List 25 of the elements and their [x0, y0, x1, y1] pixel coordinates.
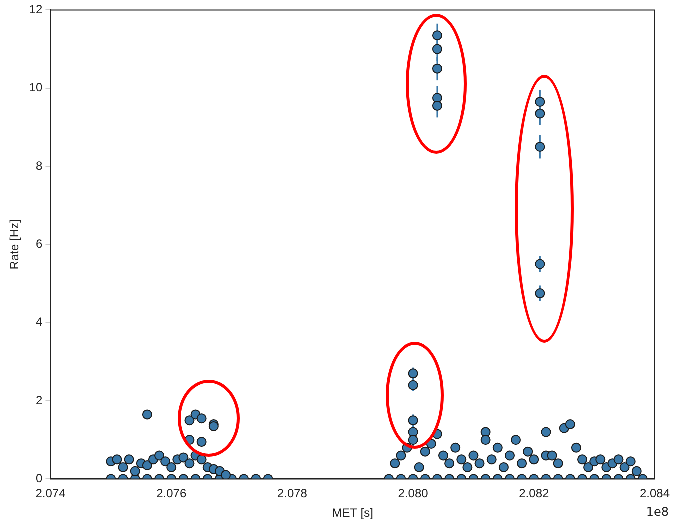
- point: [535, 97, 546, 108]
- point: [535, 108, 546, 119]
- y-tick-label: 12: [29, 2, 44, 17]
- y-tick-label: 10: [29, 80, 44, 95]
- y-axis-title: Rate [Hz]: [8, 220, 22, 270]
- x-tick-label: 2.074: [36, 486, 66, 501]
- text: 1e8: [646, 505, 669, 519]
- y-tick-label: 4: [36, 315, 44, 330]
- x-axis-title: MET [s]: [332, 506, 374, 520]
- y-tick-label: 6: [36, 237, 44, 252]
- y-tick-label: 8: [36, 158, 44, 173]
- x-tick-label: 2.078: [277, 486, 308, 501]
- y-tick-label: 0: [36, 472, 44, 486]
- point: [432, 30, 442, 41]
- x-tick-label: 2.082: [519, 486, 550, 501]
- x-tick-label: 2.076: [156, 486, 187, 501]
- point: [535, 142, 546, 152]
- x-tick-label: 2.080: [398, 486, 429, 501]
- point: [535, 259, 546, 270]
- x-tick-label: 2.084: [640, 486, 670, 501]
- point: [535, 288, 546, 299]
- point: [432, 44, 442, 54]
- point: [432, 64, 442, 74]
- y-tick-label: 2: [36, 393, 44, 408]
- point: [432, 100, 442, 111]
